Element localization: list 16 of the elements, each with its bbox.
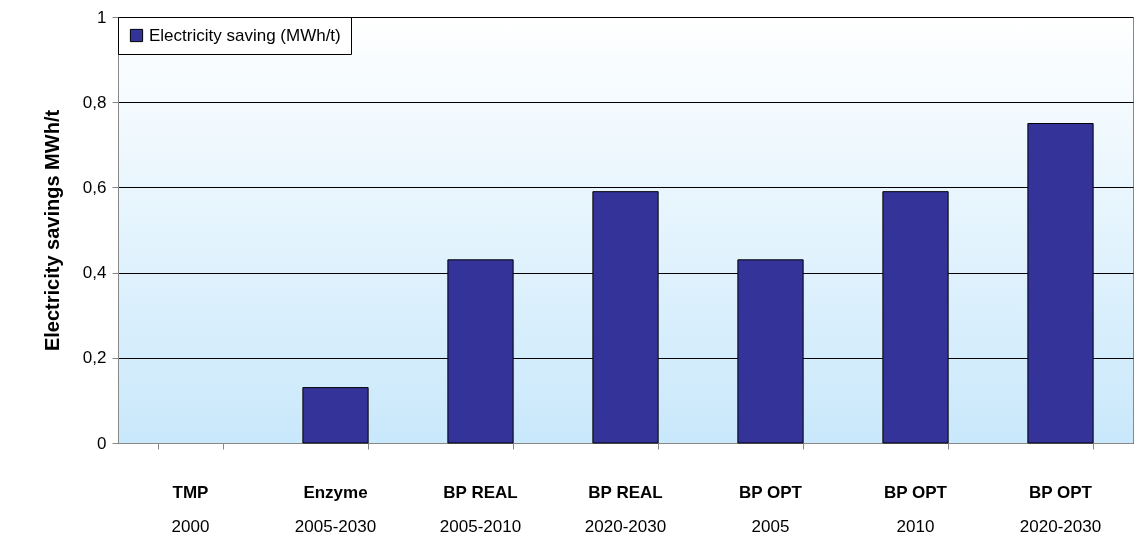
- y-tick-label: 0: [97, 433, 107, 453]
- category-label: BP OPT 2020-2030: [1019, 483, 1102, 536]
- legend-label: Electricity saving (MWh/t): [149, 25, 341, 45]
- y-tick-label: 1: [97, 7, 107, 27]
- y-tick-label: 0,6: [82, 177, 107, 197]
- bar: [302, 387, 369, 444]
- category-label: BP REAL 2020-2030: [584, 483, 667, 536]
- category-label: Enzyme 2005-2030: [294, 483, 377, 536]
- y-axis-title: Electricity savings MWh/t: [40, 109, 63, 352]
- y-tick-label: 0,4: [82, 263, 107, 283]
- y-tick-label: 0,2: [82, 348, 107, 368]
- category-label: BP REAL 2005-2010: [439, 483, 522, 536]
- category-label: TMP 2000: [171, 483, 210, 536]
- category-label: BP OPT 2010: [884, 483, 947, 536]
- category-label: BP OPT 2005: [739, 483, 802, 536]
- y-tick-label: 0,8: [82, 92, 107, 112]
